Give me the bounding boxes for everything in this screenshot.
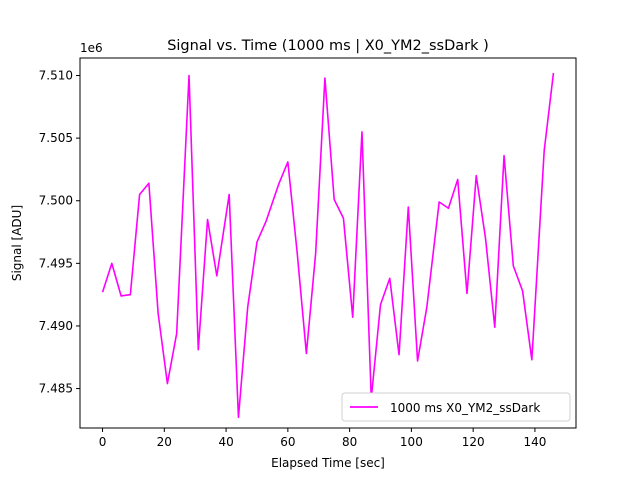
y-offset-label: 1e6 [80, 41, 103, 55]
x-tick-label: 0 [99, 435, 107, 449]
legend: 1000 ms X0_YM2_ssDark [341, 392, 571, 422]
legend-box [341, 392, 571, 422]
x-tick-label: 140 [523, 435, 546, 449]
series-layer [101, 72, 555, 419]
legend-label: 1000 ms X0_YM2_ssDark [390, 401, 540, 415]
x-tick-label: 120 [462, 435, 485, 449]
x-axis: 0 20 40 60 80 100 120 140 [99, 428, 546, 449]
y-tick-label: 7.495 [39, 256, 73, 270]
y-axis: 7.485 7.490 7.495 7.500 7.505 7.510 [39, 69, 80, 396]
series-line [101, 72, 555, 419]
x-tick-label: 100 [400, 435, 423, 449]
x-tick-label: 80 [342, 435, 357, 449]
chart-title: Signal vs. Time (1000 ms | X0_YM2_ssDark… [167, 38, 489, 54]
plot-frame [79, 57, 577, 429]
y-tick-label: 7.490 [39, 319, 73, 333]
x-tick-label: 40 [218, 435, 233, 449]
y-tick-label: 7.505 [39, 131, 73, 145]
y-axis-label: Signal [ADU] [10, 205, 24, 281]
x-axis-label: Elapsed Time [sec] [271, 456, 385, 470]
y-tick-label: 7.510 [39, 69, 73, 83]
y-tick-label: 7.500 [39, 194, 73, 208]
x-tick-label: 60 [280, 435, 295, 449]
x-tick-label: 20 [157, 435, 172, 449]
y-tick-label: 7.485 [39, 382, 73, 396]
